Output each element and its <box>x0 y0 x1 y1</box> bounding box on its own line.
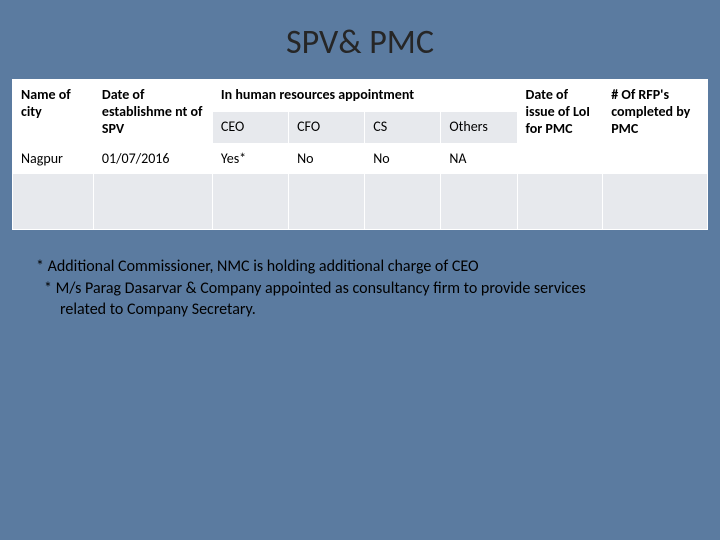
table-row-empty <box>13 174 708 230</box>
footnote-line-3: related to Company Secretary. <box>60 299 684 321</box>
col-subheader-cs: CS <box>365 112 441 144</box>
col-header-hr: In human resources appointment <box>212 80 517 112</box>
table-container: Name of city Date of establishme nt of S… <box>12 79 708 230</box>
cell-ceo: Yes* <box>212 144 288 174</box>
cell-empty <box>289 174 365 230</box>
col-header-city: Name of city <box>13 80 94 144</box>
col-subheader-cfo: CFO <box>289 112 365 144</box>
cell-empty <box>365 174 441 230</box>
col-header-establishment: Date of establishme nt of SPV <box>93 80 212 144</box>
cell-empty <box>441 174 517 230</box>
cell-empty <box>603 174 708 230</box>
col-header-loi: Date of issue of LoI for PMC <box>517 80 603 144</box>
cell-establishment: 01/07/2016 <box>93 144 212 174</box>
cell-cs: No <box>365 144 441 174</box>
cell-cfo: No <box>289 144 365 174</box>
cell-empty <box>93 174 212 230</box>
col-subheader-others: Others <box>441 112 517 144</box>
cell-city: Nagpur <box>13 144 94 174</box>
col-subheader-ceo: CEO <box>212 112 288 144</box>
cell-rfp <box>603 144 708 174</box>
footnotes: * Additional Commissioner, NMC is holdin… <box>36 256 684 321</box>
footnote-line-2: * M/s Parag Dasarvar & Company appointed… <box>44 278 684 300</box>
cell-others: NA <box>441 144 517 174</box>
table-row: Nagpur 01/07/2016 Yes* No No NA <box>13 144 708 174</box>
page-title: SPV& PMC <box>0 0 720 79</box>
cell-loi <box>517 144 603 174</box>
cell-empty <box>517 174 603 230</box>
footnote-line-1: * Additional Commissioner, NMC is holdin… <box>36 256 684 278</box>
cell-empty <box>13 174 94 230</box>
spv-pmc-table: Name of city Date of establishme nt of S… <box>12 79 708 230</box>
cell-empty <box>212 174 288 230</box>
col-header-rfp: # Of RFP's completed by PMC <box>603 80 708 144</box>
table-header-row: Name of city Date of establishme nt of S… <box>13 80 708 112</box>
